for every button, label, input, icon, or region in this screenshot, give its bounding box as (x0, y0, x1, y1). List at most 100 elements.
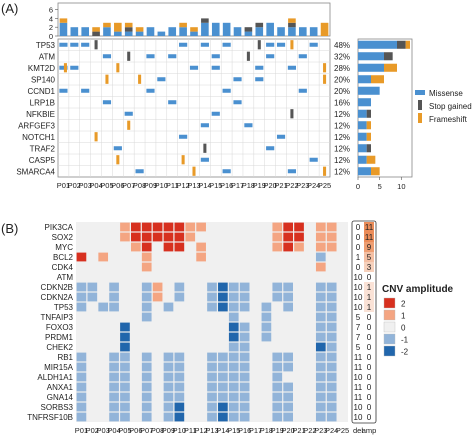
cnv-gene-label: MIR15A (44, 363, 74, 372)
cnv-cell (196, 272, 206, 282)
cnv-cell (120, 332, 130, 342)
frameshift-mark (105, 74, 109, 84)
cnv-cell (272, 342, 283, 352)
cnv-cell (76, 382, 87, 392)
cnv-cell (272, 372, 283, 382)
top-bar-segment (222, 22, 231, 36)
cnv-cell (120, 252, 130, 262)
amp-count-cell (364, 292, 374, 302)
cnv-cell (76, 312, 87, 322)
cnv-cell (98, 382, 109, 392)
missense-mark (233, 77, 242, 82)
cnv-patient-label: P04 (107, 426, 120, 435)
cnv-cell (239, 372, 250, 382)
stop-gained-mark (94, 40, 98, 50)
cnv-cell (109, 232, 119, 242)
cnv-cell (250, 232, 261, 242)
panel-a-right-bar-chart: 0 5 10 (356, 38, 413, 191)
missense-mark (157, 77, 166, 82)
gene-label: ARFGEF3 (18, 121, 55, 130)
cnv-cell (152, 282, 163, 292)
cnv-cell (294, 322, 304, 332)
cnv-cell (98, 372, 109, 382)
cnv-legend-swatch (383, 345, 396, 357)
cnv-cell (305, 342, 315, 352)
cnv-cell (141, 342, 152, 352)
cnv-cell (315, 262, 326, 272)
top-bar-segment (233, 27, 242, 36)
cnv-cell (228, 222, 239, 232)
cnv-cell (283, 302, 293, 312)
cnv-cell (326, 362, 337, 372)
cnv-cell (239, 392, 250, 402)
cnv-cell (326, 222, 337, 232)
amp-count: 0 (367, 343, 372, 352)
cnv-patient-label: P11 (184, 426, 197, 435)
gene-percent: 20% (334, 87, 350, 96)
cnv-cell (98, 302, 109, 312)
amp-count: 5 (367, 253, 372, 262)
cnv-cell (207, 312, 217, 322)
missense-mark (70, 65, 79, 70)
cnv-cell (152, 262, 163, 272)
cnv-cell (239, 282, 250, 292)
cnv-cell (294, 342, 304, 352)
amp-count: 0 (367, 313, 372, 322)
cnv-cell (163, 242, 174, 252)
cnv-cell (228, 342, 239, 352)
cnv-cell (87, 352, 98, 362)
cnv-cell (272, 272, 283, 282)
cnv-cell (87, 222, 98, 232)
top-bar-segment (135, 31, 144, 36)
cnv-cell (120, 402, 130, 412)
cnv-cell (305, 322, 315, 332)
cnv-cell (207, 282, 217, 292)
cnv-cell (218, 252, 228, 262)
cnv-patient-label: P15 (227, 426, 240, 435)
del-count: 10 (354, 273, 363, 282)
cnv-cell (131, 322, 141, 332)
amp-count-cell (364, 322, 374, 332)
cnv-cell (120, 222, 130, 232)
patient-label: P10 (155, 181, 168, 190)
cnv-cell (163, 402, 174, 412)
cnv-cell (283, 402, 293, 412)
cnv-cell (283, 242, 293, 252)
cnv-cell (207, 242, 217, 252)
cnv-cell (109, 352, 119, 362)
cnv-cell (272, 392, 283, 402)
amp-count-cell (364, 402, 374, 412)
cnv-cell (283, 252, 293, 262)
cnv-cell (152, 302, 163, 312)
cnv-cell (196, 292, 206, 302)
cnv-cell (196, 382, 206, 392)
amp-count-cell (364, 222, 374, 232)
cnv-cell (337, 402, 348, 412)
del-count: 7 (356, 323, 361, 332)
missense-mark (179, 42, 188, 47)
cnv-cell (250, 262, 261, 272)
cnv-cell (141, 292, 152, 302)
cnv-cell (207, 402, 217, 412)
legend-swatch-frameshift (418, 113, 422, 123)
cnv-cell (87, 372, 98, 382)
cnv-cell (294, 232, 304, 242)
cnv-cell (326, 412, 337, 422)
cnv-patient-label: P13 (205, 426, 218, 435)
del-count: 10 (354, 403, 363, 412)
cnv-patient-label: P06 (129, 426, 142, 435)
cnv-cell (305, 332, 315, 342)
patient-label: P13 (187, 181, 200, 190)
cnv-cell (207, 262, 217, 272)
right-bar-segment (358, 98, 371, 107)
cnv-cell (109, 362, 119, 372)
cnv-cell (207, 382, 217, 392)
cnv-cell (294, 362, 304, 372)
frameshift-mark (323, 166, 327, 176)
cnv-legend-swatch (383, 321, 396, 333)
gene-label: SMARCA4 (16, 167, 55, 176)
cnv-cell (131, 242, 141, 252)
amp-count-cell (364, 262, 374, 272)
right-bar-segment (358, 167, 371, 176)
